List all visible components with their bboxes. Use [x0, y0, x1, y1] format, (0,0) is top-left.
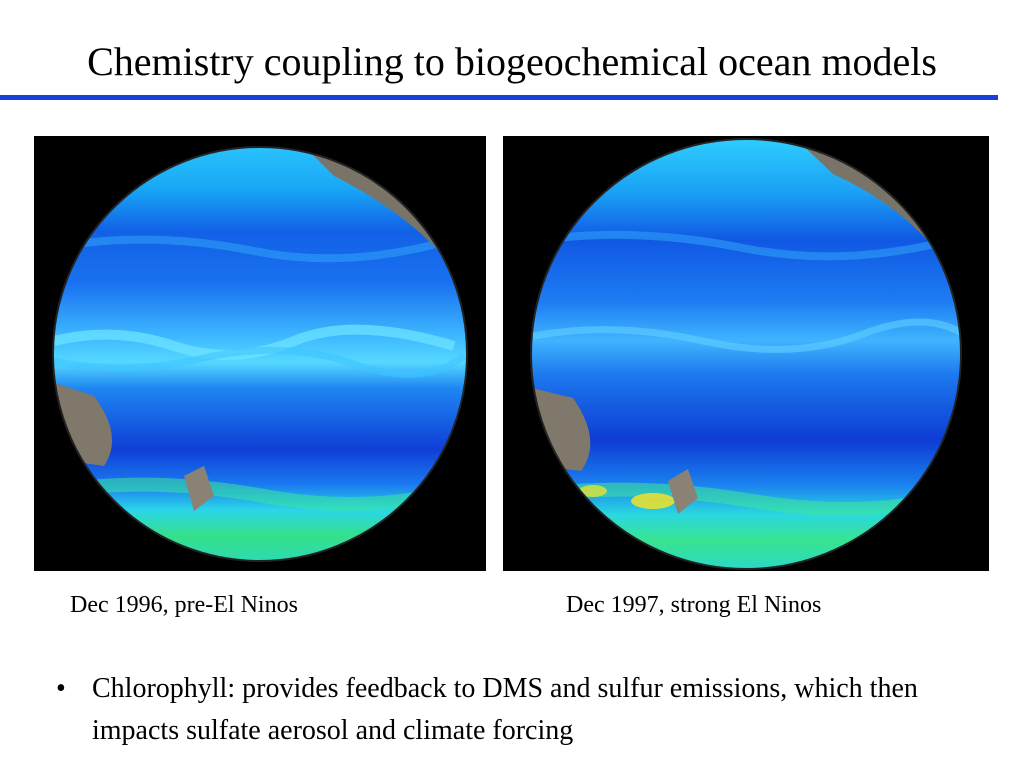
bullet-marker: • [56, 673, 66, 704]
bullet-text: Chlorophyll: provides feedback to DMS an… [92, 673, 918, 746]
caption-dec-1996: Dec 1996, pre-El Ninos [70, 592, 298, 618]
globe-image-dec-1996 [34, 136, 486, 571]
caption-dec-1997: Dec 1997, strong El Ninos [566, 592, 822, 618]
pacific-chlorophyll-globe-icon [52, 146, 468, 562]
bullet-item: • Chlorophyll: provides feedback to DMS … [56, 668, 986, 752]
pacific-chlorophyll-globe-icon [530, 138, 962, 570]
slide-title: Chemistry coupling to biogeochemical oce… [87, 39, 937, 84]
title-underline [0, 95, 998, 100]
globe-image-dec-1997 [503, 136, 989, 571]
